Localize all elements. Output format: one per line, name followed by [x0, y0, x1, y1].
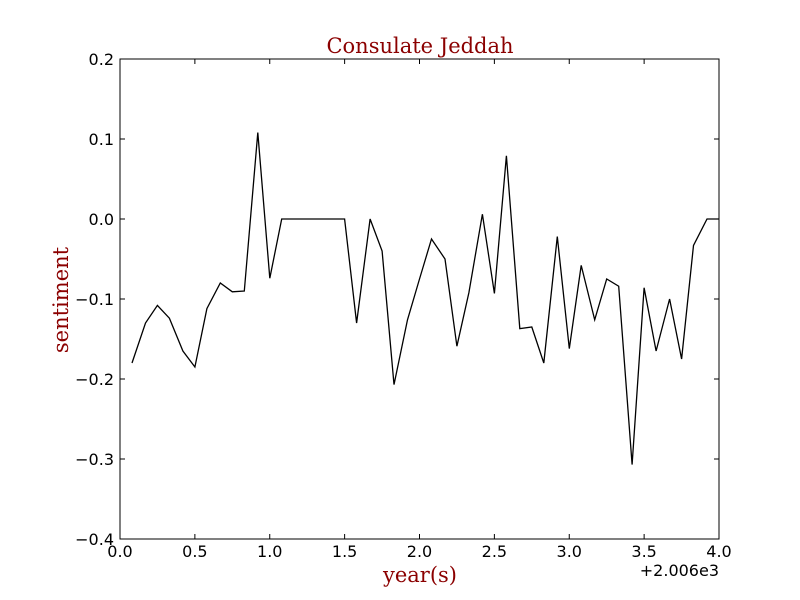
x-tick-label: 0.0: [107, 542, 132, 561]
y-tick-label: −0.1: [75, 290, 114, 309]
x-tick-label: 4.0: [706, 542, 731, 561]
x-tick-label: 3.5: [631, 542, 656, 561]
y-axis-label: sentiment: [49, 246, 73, 353]
x-tick-label: 2.0: [407, 542, 432, 561]
x-tick-label: 1.0: [257, 542, 282, 561]
y-tick-label: 0.1: [89, 130, 114, 149]
x-axis-label: year(s): [382, 563, 457, 587]
x-tick-label: 3.0: [557, 542, 582, 561]
y-tick-label: −0.2: [75, 370, 114, 389]
y-tick-label: 0.2: [89, 50, 114, 69]
x-tick-label: 1.5: [332, 542, 357, 561]
x-axis-offset-label: +2.006e3: [640, 561, 719, 580]
x-tick-label: 2.5: [482, 542, 507, 561]
series-line-0: [131, 132, 719, 465]
y-tick-label: 0.0: [89, 210, 114, 229]
series-layer: [131, 132, 719, 465]
chart-title: Consulate Jeddah: [326, 34, 513, 58]
x-tick-label: 0.5: [182, 542, 207, 561]
y-tick-label: −0.4: [75, 530, 114, 549]
y-tick-label: −0.3: [75, 450, 114, 469]
x-axis: 0.0 0.5 1.0 1.5 2.0 2.5 3.0 3.5 4.0: [107, 59, 732, 561]
y-axis: 0.2 0.1 0.0 −0.1 −0.2 −0.3 −0.4: [75, 50, 719, 549]
plot-area: [120, 59, 719, 539]
